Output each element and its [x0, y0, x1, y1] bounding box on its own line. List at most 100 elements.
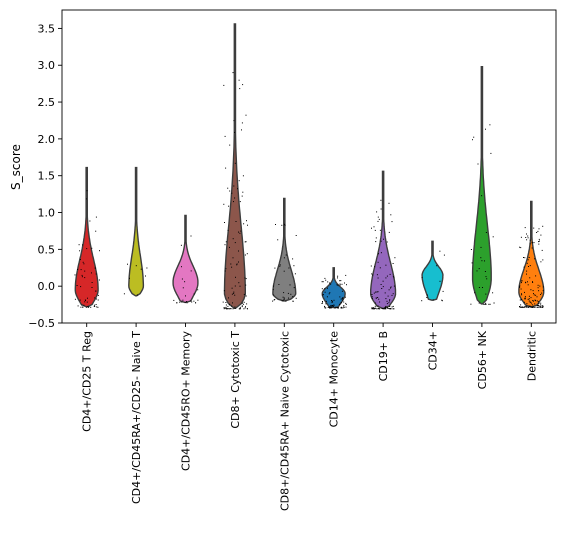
data-point [387, 307, 388, 309]
data-point [80, 286, 82, 288]
data-point [392, 308, 394, 310]
data-point [339, 283, 341, 285]
data-point [380, 240, 382, 242]
data-point [385, 277, 387, 279]
data-point [523, 306, 525, 308]
data-point [383, 308, 385, 310]
data-point [82, 244, 83, 246]
data-point [239, 308, 241, 310]
data-point [173, 299, 175, 301]
data-point [337, 275, 339, 277]
data-point [239, 285, 241, 287]
y-tick-label: −0.5 [28, 317, 55, 330]
data-point [329, 307, 331, 309]
data-point [541, 249, 543, 251]
data-point [225, 304, 227, 306]
data-point [327, 307, 329, 308]
data-point [537, 230, 539, 232]
data-point [292, 300, 294, 302]
data-point [375, 237, 377, 239]
data-point [539, 240, 540, 242]
data-point [181, 278, 183, 280]
data-point [283, 257, 285, 259]
data-point [342, 299, 344, 301]
data-point [530, 306, 532, 308]
data-point [331, 306, 333, 308]
data-point [90, 306, 92, 308]
data-point [436, 265, 438, 267]
data-point [528, 300, 530, 302]
data-point [282, 296, 284, 298]
violin-body [518, 200, 545, 308]
data-point [74, 274, 76, 276]
data-point [472, 139, 473, 141]
data-point [382, 286, 384, 288]
data-point [540, 304, 542, 306]
data-point [343, 306, 345, 308]
data-point [536, 305, 538, 306]
data-point [532, 282, 534, 283]
data-point [129, 277, 130, 279]
data-point [330, 305, 332, 307]
data-point [389, 300, 390, 302]
data-point [529, 305, 531, 307]
data-point [82, 261, 84, 263]
data-point [529, 239, 531, 241]
data-point [324, 306, 326, 308]
data-point [387, 307, 389, 309]
data-point [539, 305, 541, 307]
y-tick-label: 3.5 [38, 22, 56, 35]
data-point [374, 307, 376, 309]
data-point [384, 292, 386, 294]
plot-frame [61, 9, 557, 324]
data-point [372, 307, 374, 309]
data-point [379, 308, 381, 310]
data-point [426, 294, 428, 296]
data-point [345, 274, 347, 276]
data-point [238, 282, 240, 284]
data-point [322, 302, 323, 304]
data-point [295, 235, 297, 236]
data-point [441, 299, 443, 301]
data-point [232, 72, 234, 74]
data-point [231, 192, 233, 194]
data-point [519, 285, 521, 287]
data-point [272, 294, 274, 296]
data-point [390, 287, 391, 289]
data-point [538, 228, 540, 230]
data-point [527, 235, 529, 237]
data-point [224, 244, 226, 246]
data-point [225, 268, 227, 270]
data-point [540, 261, 542, 263]
data-point [79, 250, 81, 252]
data-point [341, 290, 343, 292]
y-tick-label: 1.5 [38, 170, 56, 183]
data-point [240, 230, 242, 232]
data-point [377, 297, 379, 298]
data-point [519, 286, 521, 288]
data-point [94, 297, 96, 299]
data-point [230, 308, 232, 310]
data-point [186, 302, 188, 304]
data-point [380, 284, 382, 285]
data-point [372, 307, 374, 309]
data-point [241, 305, 243, 307]
data-point [523, 266, 525, 268]
data-point [529, 277, 531, 279]
data-point [526, 262, 528, 264]
data-point [389, 273, 391, 275]
data-point [86, 301, 88, 303]
data-point [243, 301, 245, 303]
data-point [478, 302, 480, 304]
data-point [529, 243, 531, 245]
data-point [476, 270, 478, 272]
data-point [229, 246, 230, 248]
data-point [471, 262, 473, 264]
data-point [97, 294, 99, 296]
data-point [524, 305, 526, 307]
data-point [233, 291, 235, 293]
data-point [342, 307, 344, 309]
data-point [520, 280, 522, 282]
data-point [292, 296, 294, 298]
data-point [524, 227, 526, 229]
